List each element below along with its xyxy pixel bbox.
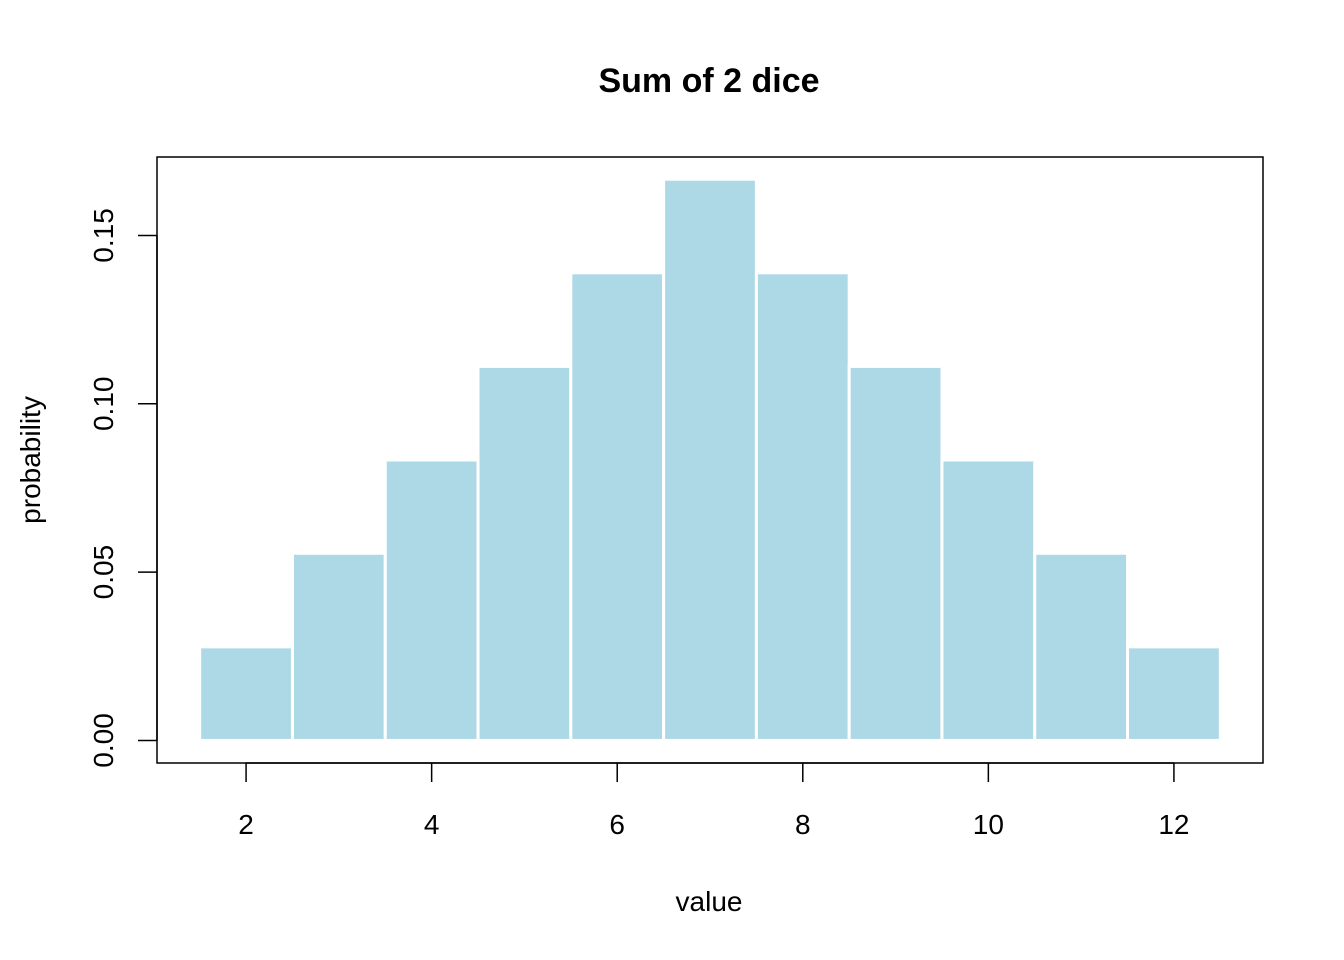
bar-10 (940, 458, 1037, 742)
bar-4 (383, 458, 480, 742)
x-tick-label-6: 6 (609, 809, 625, 840)
bar-6 (569, 271, 666, 742)
x-tick-label-2: 2 (238, 809, 254, 840)
bar-2 (198, 645, 294, 742)
y-axis-label: probability (15, 396, 46, 524)
y-tick-label-0.05: 0.05 (88, 545, 119, 600)
y-tick-label-0.00: 0.00 (88, 713, 119, 768)
bar-11 (1033, 551, 1130, 742)
bars-group (198, 177, 1222, 742)
y-tick-label-0.10: 0.10 (88, 377, 119, 432)
bar-12 (1126, 645, 1222, 742)
bar-7 (662, 177, 758, 742)
bar-5 (476, 364, 573, 742)
x-tick-label-10: 10 (973, 809, 1004, 840)
chart-title: Sum of 2 dice (598, 62, 819, 100)
bar-3 (290, 551, 387, 742)
y-tick-label-0.15: 0.15 (88, 208, 119, 263)
x-axis-label: value (676, 886, 743, 917)
bar-9 (847, 364, 944, 742)
bar-8 (754, 271, 851, 742)
y-axis: 0.00 0.05 0.10 0.15 (88, 208, 158, 768)
x-tick-label-4: 4 (424, 809, 440, 840)
x-axis: 2 4 6 8 10 12 (238, 762, 1190, 840)
x-tick-label-12: 12 (1158, 809, 1189, 840)
x-tick-label-8: 8 (795, 809, 811, 840)
